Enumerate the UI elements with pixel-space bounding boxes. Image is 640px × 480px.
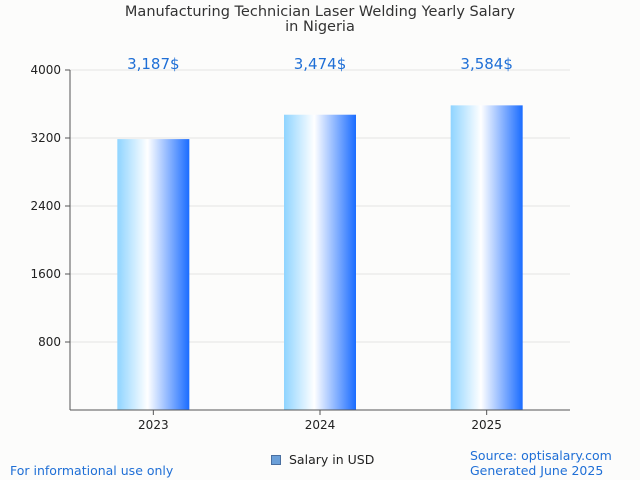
chart-title-location: in Nigeria <box>285 19 355 35</box>
y-tick-label: 2400 <box>30 199 61 213</box>
y-tick-label: 3200 <box>30 131 61 145</box>
y-tick-label: 800 <box>38 335 61 349</box>
bar-2024 <box>284 114 356 411</box>
x-tick-label: 2024 <box>305 418 336 432</box>
legend-label: Salary in USD <box>289 452 375 467</box>
bar-2025 <box>450 105 523 411</box>
y-tick-label: 4000 <box>30 63 61 77</box>
bar-2023 <box>117 139 190 411</box>
value-label-2024: 3,474$ <box>294 55 347 73</box>
x-tick-label: 2023 <box>138 418 169 432</box>
y-tick-label: 1600 <box>30 267 61 281</box>
source-text: Source: optisalary.com <box>470 448 612 463</box>
generated-text: Generated June 2025 <box>470 463 604 478</box>
legend: Salary in USD <box>271 452 374 467</box>
legend-swatch <box>271 454 281 465</box>
value-label-2025: 3,584$ <box>460 55 513 73</box>
disclaimer-text: For informational use only <box>10 463 174 478</box>
value-label-2023: 3,187$ <box>127 55 180 73</box>
chart-title: Manufacturing Technician Laser Welding Y… <box>124 4 516 20</box>
x-tick-label: 2025 <box>471 418 502 432</box>
